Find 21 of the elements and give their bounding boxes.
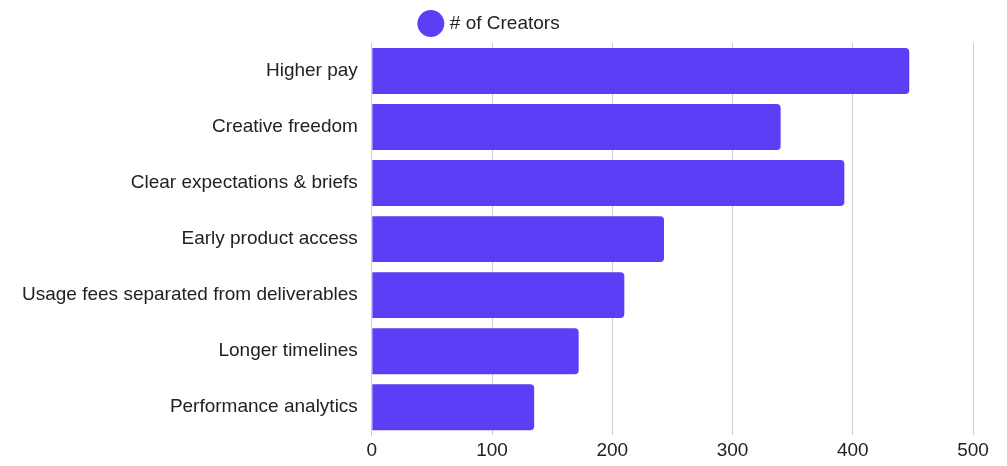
x-tick-label: 400 [836, 438, 869, 460]
y-tick-label: Performance analytics [169, 395, 358, 417]
y-tick-label: Early product access [181, 227, 358, 249]
bar [372, 104, 781, 151]
bar [372, 48, 910, 94]
bar [372, 384, 535, 431]
y-tick-label: Creative freedom [212, 115, 358, 137]
y-tick-label: Usage fees separated from deliverables [21, 283, 358, 305]
x-tick-label: 200 [596, 438, 629, 460]
x-tick-label: 500 [957, 438, 989, 460]
x-tick-label: 0 [366, 438, 378, 460]
bar [372, 160, 845, 207]
x-tick-label: 300 [716, 438, 749, 460]
y-tick-label: Higher pay [265, 59, 359, 81]
bar [372, 216, 665, 263]
x-tick-label: 100 [476, 438, 508, 460]
bar [372, 272, 625, 319]
bar [372, 328, 579, 375]
y-tick-label: Clear expectations & briefs [130, 171, 358, 193]
y-tick-label: Longer timelines [218, 339, 358, 361]
legend-label: # of Creators [449, 11, 560, 33]
